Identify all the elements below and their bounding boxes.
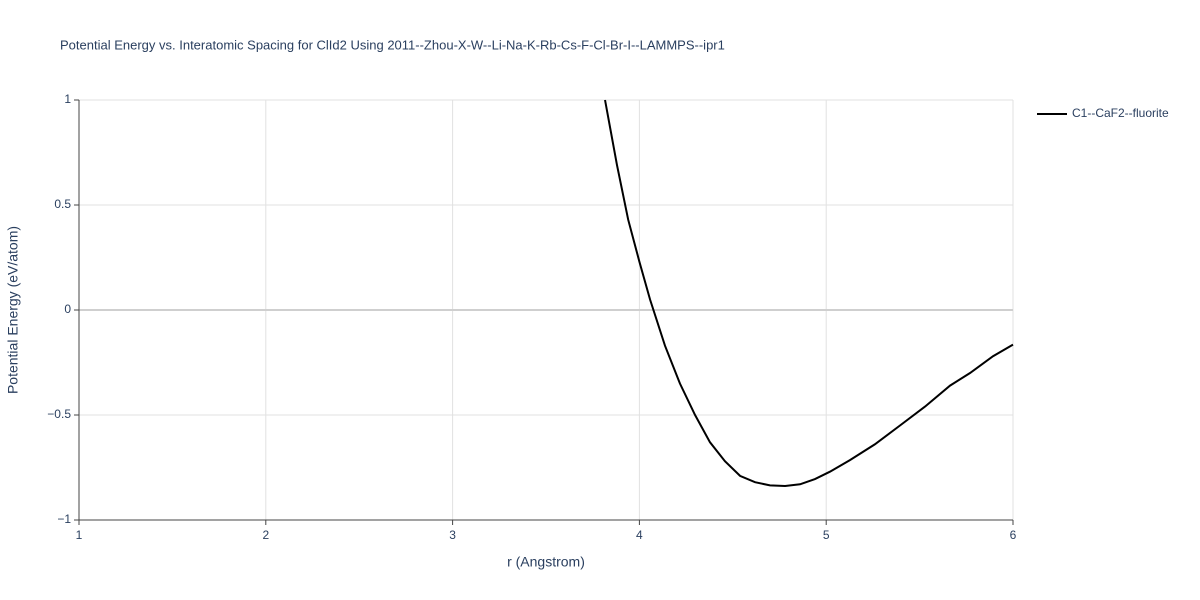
- y-tick-label: −0.5: [47, 407, 71, 421]
- line-series: [604, 99, 1014, 487]
- x-tick-label: 2: [262, 528, 269, 542]
- y-axis-label: Potential Energy (eV/atom): [5, 226, 21, 394]
- x-tick-label: 1: [76, 528, 83, 542]
- x-tick-label: 6: [1010, 528, 1017, 542]
- chart-title: Potential Energy vs. Interatomic Spacing…: [60, 37, 725, 52]
- legend-label: C1--CaF2--fluorite: [1072, 106, 1169, 120]
- y-tick-label: 0: [64, 302, 71, 316]
- y-tick-label: 0.5: [54, 197, 71, 211]
- y-tick-label: −1: [57, 512, 71, 526]
- x-tick-label: 3: [449, 528, 456, 542]
- x-tick-label: 5: [823, 528, 830, 542]
- x-axis-label: r (Angstrom): [507, 554, 585, 570]
- x-tick-label: 4: [636, 528, 643, 542]
- y-tick-label: 1: [64, 92, 71, 106]
